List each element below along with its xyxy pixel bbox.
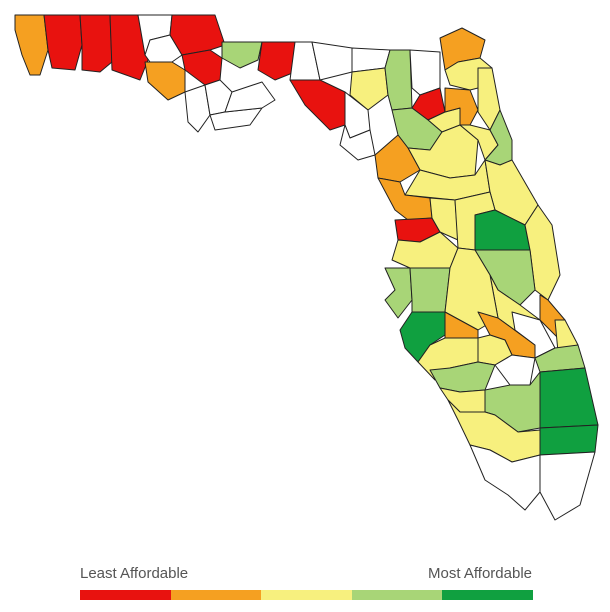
- legend-swatch-2: [261, 590, 352, 600]
- county-palm-beach[interactable]: [539, 367, 599, 429]
- county-sumter[interactable]: [429, 197, 459, 241]
- county-gulf: [184, 84, 211, 133]
- legend-swatch-0: [80, 590, 171, 600]
- county-franklin: [209, 107, 263, 131]
- county-hillsborough[interactable]: [409, 267, 451, 313]
- county-escambia[interactable]: [14, 14, 49, 76]
- county-columbia[interactable]: [384, 49, 413, 111]
- county-suwannee[interactable]: [349, 67, 389, 111]
- county-regions: [14, 14, 599, 521]
- county-wakulla: [224, 81, 276, 113]
- county-manatee[interactable]: [399, 311, 446, 363]
- county-leon[interactable]: [257, 41, 296, 81]
- county-calhoun[interactable]: [181, 49, 223, 86]
- county-broward[interactable]: [539, 424, 599, 456]
- county-hendry[interactable]: [439, 387, 486, 413]
- county-gadsden[interactable]: [221, 41, 263, 69]
- county-miami-dade: [539, 451, 596, 521]
- county-santa-rosa[interactable]: [43, 14, 83, 71]
- county-martin[interactable]: [534, 344, 586, 373]
- county-pinellas[interactable]: [384, 267, 413, 319]
- legend-swatch-1: [170, 590, 262, 600]
- county-bay[interactable]: [144, 61, 186, 101]
- legend-right-label: Most Affordable: [428, 565, 532, 582]
- county-glades: [494, 354, 536, 386]
- county-walton[interactable]: [109, 14, 149, 81]
- legend-color-scale: [80, 590, 533, 600]
- county-taylor[interactable]: [289, 79, 346, 131]
- legend-left-label: Least Affordable: [80, 565, 189, 582]
- legend-swatch-3: [351, 590, 443, 600]
- county-baker: [409, 49, 441, 96]
- florida-county-map: [14, 14, 599, 521]
- county-okaloosa[interactable]: [79, 14, 113, 73]
- legend-swatch-4: [442, 590, 533, 600]
- county-jackson[interactable]: [169, 14, 226, 56]
